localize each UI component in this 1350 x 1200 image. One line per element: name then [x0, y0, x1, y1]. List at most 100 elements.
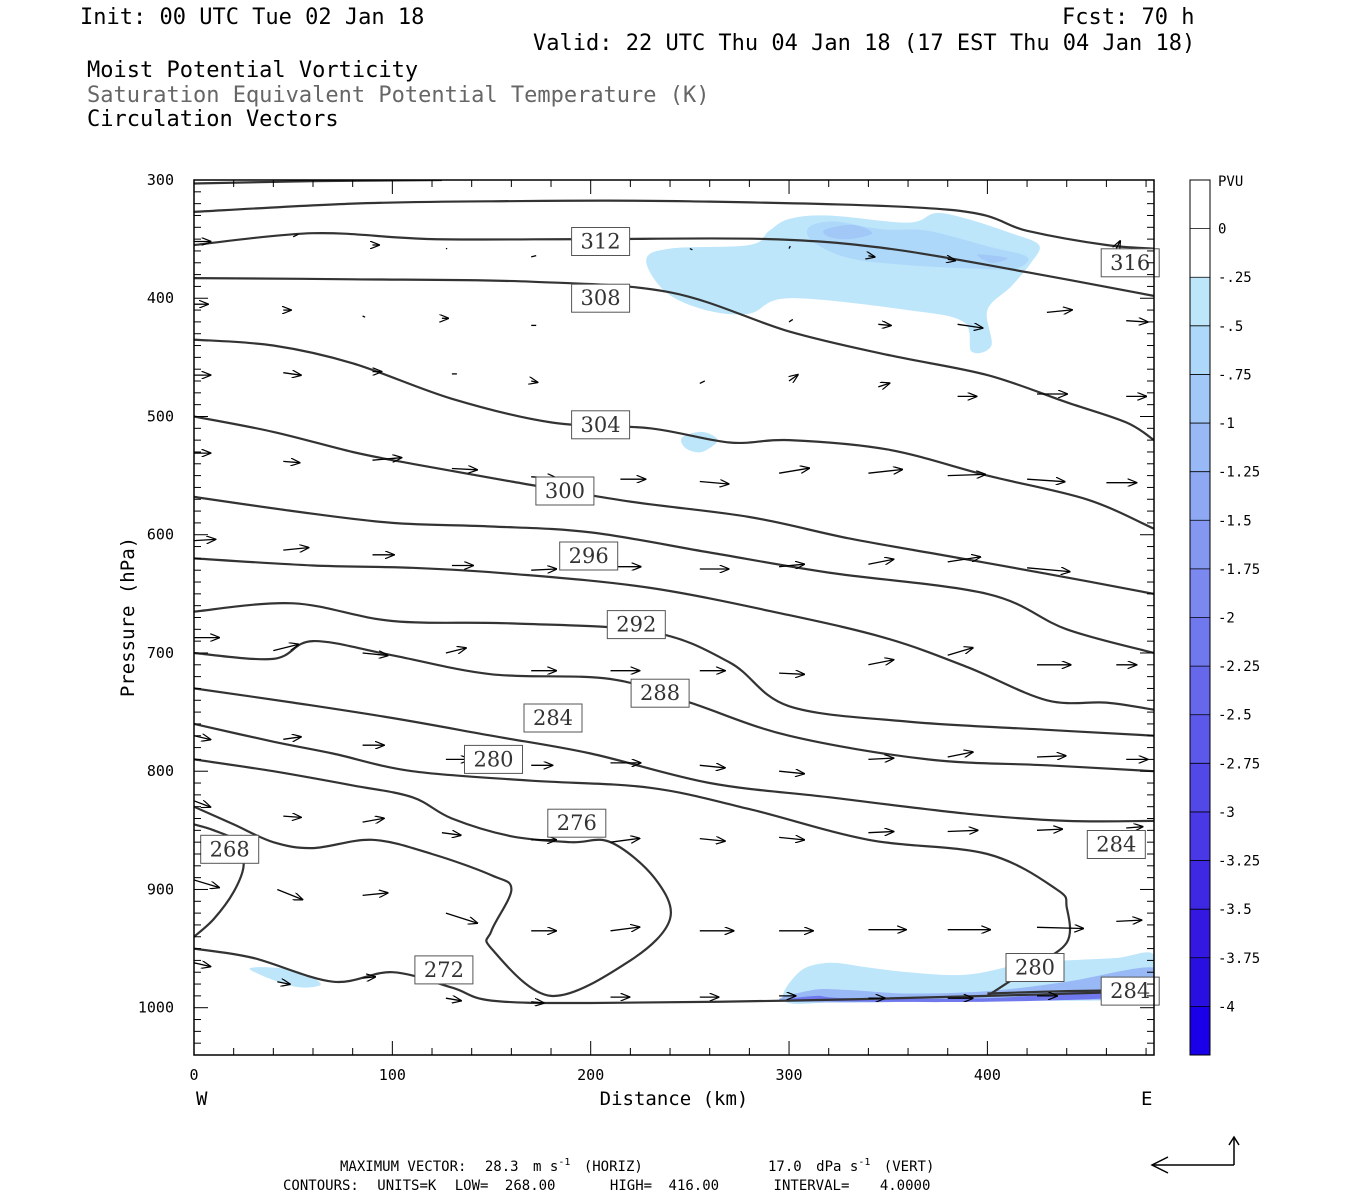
field-title-pv: Moist Potential Vorticity — [87, 58, 418, 83]
colorbar-swatch-17 — [1190, 1006, 1210, 1056]
circulation-vector-38 — [778, 468, 809, 474]
contour-272-1 — [194, 947, 1154, 1005]
contour-label-text: 308 — [581, 286, 621, 310]
pv-region-5 — [249, 967, 321, 988]
colorbar-label-15: -3.75 — [1218, 951, 1260, 967]
circulation-vector-93 — [445, 912, 477, 923]
contour-label-280-4: 280 — [1005, 953, 1065, 982]
pv-region-3 — [977, 254, 1008, 263]
contour-label-text: 276 — [557, 811, 597, 835]
y-tick-label-500: 500 — [147, 407, 174, 425]
circulation-vector-19 — [1126, 321, 1147, 322]
circulation-vector-9 — [1116, 241, 1120, 249]
colorbar-label-9: -2.25 — [1218, 659, 1260, 675]
circulation-vector-12 — [362, 315, 366, 318]
contour-label-text: 312 — [581, 230, 621, 254]
contour-label-text: 288 — [640, 681, 680, 705]
contour-label-272-1: 272 — [414, 955, 474, 985]
contour-label-text: 284 — [1110, 979, 1150, 1003]
circulation-vector-72 — [699, 765, 725, 768]
circulation-vector-79 — [283, 816, 301, 817]
axis-ticks — [193, 179, 1154, 1056]
contour-284-4 — [194, 687, 1154, 823]
colorbar-swatch-11 — [1190, 714, 1210, 764]
contour-312-13 — [194, 231, 1154, 297]
contour-label-276-2: 276 — [547, 808, 607, 838]
circulation-vector-75 — [947, 752, 973, 757]
circulation-vector-25 — [699, 380, 706, 384]
contour-label-text: 292 — [616, 613, 656, 637]
contour-label-box — [414, 955, 474, 985]
circulation-vector-33 — [372, 458, 402, 461]
y-tick-label-300: 300 — [147, 171, 174, 189]
interval-value: 4.0000 — [880, 1178, 931, 1194]
colorbar-swatch-3 — [1190, 325, 1210, 375]
circulation-vector-103 — [277, 982, 290, 985]
circulation-vector-78 — [194, 801, 210, 807]
colorbar-label-14: -3.5 — [1218, 902, 1252, 918]
contours-label: CONTOURS: — [283, 1178, 359, 1194]
plot-frame — [193, 179, 1155, 1056]
contour-label-box — [606, 610, 666, 640]
colorbar-swatch-6 — [1190, 471, 1210, 521]
contour-label-280-3: 280 — [464, 744, 523, 774]
colorbar-swatch-1 — [1190, 228, 1210, 278]
circulation-vector-1 — [292, 233, 299, 238]
circulation-vector-4 — [531, 254, 537, 258]
init-time: Init: 00 UTC Tue 02 Jan 18 — [80, 5, 424, 30]
colorbar-label-13: -3.25 — [1218, 854, 1260, 870]
horiz-value: 28.3 — [485, 1159, 519, 1175]
pv-region-2 — [823, 224, 873, 240]
colorbar-label-4: -1 — [1218, 416, 1235, 432]
footer-max-vector: MAXIMUM VECTOR: 28.3 m s-1 (HORIZ) — [340, 1153, 643, 1175]
contour-label-box — [1005, 953, 1065, 982]
circulation-vector-53 — [1027, 568, 1070, 572]
colorbar-swatch-13 — [1190, 811, 1210, 861]
colorbar-label-10: -2.5 — [1218, 708, 1252, 724]
x-tick-label-0: 0 — [189, 1066, 198, 1084]
circulation-vector-63 — [947, 648, 973, 656]
circulation-vector-51 — [868, 559, 893, 564]
circulation-vector-86 — [868, 832, 893, 833]
y-tick-label-900: 900 — [147, 880, 174, 898]
circulation-vector-87 — [947, 830, 978, 831]
circulation-vector-26 — [789, 375, 798, 381]
contour-label-text: 280 — [1015, 956, 1055, 980]
contour-label-292-9: 292 — [606, 610, 666, 640]
circulation-vector-89 — [1126, 827, 1142, 828]
y-tick-label-1000: 1000 — [138, 999, 174, 1017]
field-title-vectors: Circulation Vectors — [87, 107, 339, 132]
low-value: 268.00 — [505, 1178, 556, 1194]
circulation-vector-57 — [445, 648, 466, 653]
x-axis-title: Distance (km) — [600, 1088, 749, 1110]
x-tick-label-400: 400 — [974, 1066, 1001, 1084]
circulation-vector-37 — [699, 482, 729, 485]
colorbar-frame — [1189, 179, 1211, 1056]
contour-label-288-8: 288 — [630, 678, 690, 708]
contour-label-284-6: 284 — [1086, 830, 1146, 859]
circulation-vector-100 — [1036, 927, 1083, 928]
contour-label-box — [200, 834, 260, 864]
colorbar-label-12: -3 — [1218, 805, 1235, 821]
circulation-vector-95 — [610, 927, 640, 931]
circulation-vector-105 — [445, 998, 461, 1001]
contour-label-text: 316 — [1110, 251, 1150, 275]
contour-label-text: 284 — [533, 706, 573, 730]
circulation-vector-92 — [362, 893, 388, 896]
pv-region-4 — [680, 431, 718, 453]
contour-label-312-14: 312 — [571, 227, 631, 256]
contour-label-box — [1086, 830, 1146, 859]
vert-suffix: (VERT) — [884, 1159, 935, 1175]
max-vector-label: MAXIMUM VECTOR: — [340, 1159, 466, 1175]
contour-308-12 — [194, 277, 1154, 442]
circulation-vector-62 — [868, 660, 893, 665]
circulation-vector-24 — [531, 381, 537, 382]
high-label: HIGH= — [610, 1178, 652, 1194]
colorbar-swatch-4 — [1190, 374, 1210, 424]
circulation-vector-84 — [699, 839, 725, 842]
contour-label-text: 284 — [1096, 833, 1136, 857]
contour-300-9 — [194, 495, 1154, 655]
contours-units: UNITS=K — [377, 1178, 437, 1194]
contour-label-text: 272 — [424, 958, 464, 982]
